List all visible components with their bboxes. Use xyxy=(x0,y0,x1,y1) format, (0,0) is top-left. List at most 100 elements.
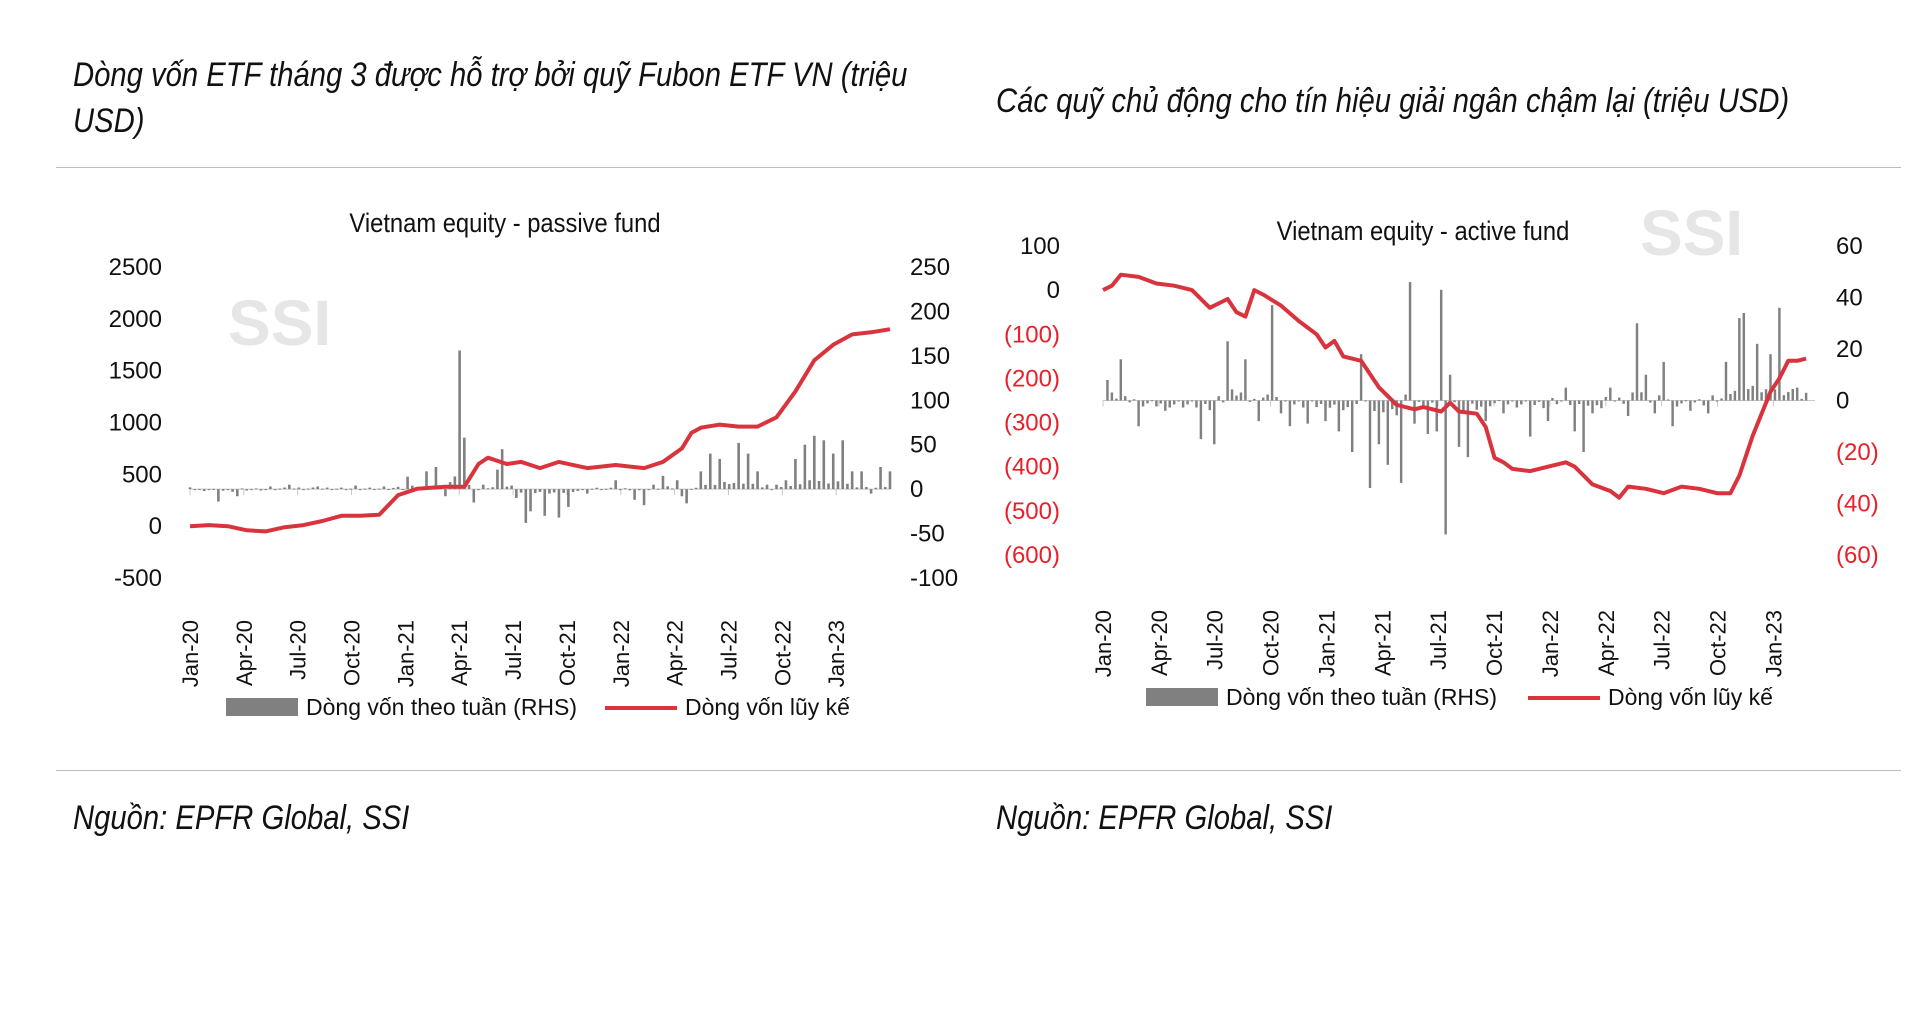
weekly-flow-bar xyxy=(1457,400,1461,447)
weekly-flow-bar xyxy=(1773,389,1777,401)
weekly-flow-bar xyxy=(1689,400,1692,411)
weekly-flow-bar xyxy=(1778,307,1781,401)
y-right-tick-label: (20) xyxy=(1836,439,1879,466)
weekly-flow-bar xyxy=(250,489,253,491)
weekly-flow-bar xyxy=(340,487,343,490)
top-divider xyxy=(56,167,1901,168)
weekly-flow-bar xyxy=(846,483,849,490)
weekly-flow-bar xyxy=(1706,400,1710,414)
weekly-flow-bar xyxy=(226,489,230,491)
y-left-tick-label: 1500 xyxy=(109,358,162,385)
weekly-flow-bar xyxy=(434,466,438,490)
chart-title: Vietnam equity - active fund xyxy=(1277,217,1570,247)
weekly-flow-bar xyxy=(231,489,234,492)
y-right-tick-label: 250 xyxy=(910,254,950,281)
weekly-flow-bar xyxy=(1613,400,1616,402)
weekly-flow-bar xyxy=(1146,400,1149,404)
weekly-flow-bar xyxy=(1217,396,1220,401)
weekly-flow-bar xyxy=(235,489,239,497)
weekly-flow-bar xyxy=(1635,323,1639,401)
weekly-flow-bar xyxy=(1226,341,1229,401)
weekly-flow-bar xyxy=(1564,387,1568,401)
weekly-flow-bar xyxy=(358,489,362,491)
weekly-flow-bar xyxy=(756,471,759,490)
weekly-flow-bar xyxy=(1213,400,1216,445)
weekly-flow-bar xyxy=(1760,392,1763,401)
weekly-flow-bar xyxy=(883,487,887,490)
weekly-flow-bar xyxy=(1355,400,1358,405)
weekly-flow-bar xyxy=(860,471,863,490)
weekly-flow-bar xyxy=(742,483,745,490)
weekly-flow-bar xyxy=(1555,400,1559,405)
weekly-flow-bar xyxy=(188,487,192,490)
weekly-flow-bar xyxy=(647,489,651,491)
weekly-flow-bar xyxy=(1159,400,1163,404)
x-tick-label: Jan-21 xyxy=(1314,610,1339,677)
weekly-flow-bar xyxy=(1155,400,1158,407)
weekly-flow-bar xyxy=(354,485,357,490)
weekly-flow-bar xyxy=(1164,400,1167,411)
weekly-flow-bar xyxy=(1769,354,1772,401)
weekly-flow-bar xyxy=(694,487,698,490)
weekly-flow-bar xyxy=(425,471,428,490)
weekly-flow-bar xyxy=(1124,396,1127,401)
weekly-flow-bar xyxy=(1195,400,1198,408)
weekly-flow-bar xyxy=(406,476,409,490)
x-tick-label: Jul-20 xyxy=(286,620,311,680)
y-right-tick-label: (60) xyxy=(1836,542,1879,569)
weekly-flow-bar xyxy=(316,486,320,490)
weekly-flow-bar xyxy=(841,440,845,490)
x-tick-label: Apr-22 xyxy=(1594,610,1619,676)
weekly-flow-bar xyxy=(552,489,556,493)
x-tick-label: Apr-22 xyxy=(663,620,688,686)
weekly-flow-bar xyxy=(1448,374,1452,401)
legend-bar-swatch xyxy=(226,698,298,716)
weekly-flow-bar xyxy=(1493,400,1496,404)
weekly-flow-bar xyxy=(775,484,778,490)
weekly-flow-bar xyxy=(1528,400,1532,437)
weekly-flow-bar xyxy=(1684,400,1688,402)
weekly-flow-bar xyxy=(661,475,665,490)
x-tick-label: Oct-22 xyxy=(1706,610,1731,676)
weekly-flow-bar xyxy=(1190,400,1194,402)
weekly-flow-bar xyxy=(1466,400,1470,458)
weekly-flow-bar xyxy=(1658,395,1661,401)
weekly-flow-bar xyxy=(623,488,627,490)
x-tick-label: Apr-21 xyxy=(1370,610,1395,676)
weekly-flow-bar xyxy=(723,481,726,490)
weekly-flow-bar xyxy=(292,488,296,490)
x-tick-label: Jan-21 xyxy=(393,620,418,687)
weekly-flow-bar xyxy=(382,486,386,490)
weekly-flow-bar xyxy=(567,489,570,507)
weekly-flow-bar xyxy=(1537,400,1541,402)
weekly-flow-bar xyxy=(671,488,674,490)
weekly-flow-bar xyxy=(1439,289,1443,401)
weekly-flow-bar xyxy=(1435,400,1438,432)
weekly-flow-bar xyxy=(727,484,731,490)
weekly-flow-bar xyxy=(1266,394,1269,401)
weekly-flow-bar xyxy=(822,440,826,490)
weekly-flow-bar xyxy=(1350,400,1354,452)
weekly-flow-bar xyxy=(217,489,220,502)
weekly-flow-bar xyxy=(1368,400,1372,489)
weekly-flow-bar xyxy=(746,453,750,490)
weekly-flow-bar xyxy=(1755,343,1759,401)
weekly-flow-bar xyxy=(254,488,258,490)
weekly-flow-bar xyxy=(652,484,655,490)
weekly-flow-bar xyxy=(571,489,575,492)
weekly-flow-bar xyxy=(1711,395,1714,401)
weekly-flow-bar xyxy=(770,489,774,491)
weekly-flow-bar xyxy=(708,453,712,490)
weekly-flow-bar xyxy=(874,487,878,490)
weekly-flow-bar xyxy=(1235,395,1238,401)
weekly-flow-bar xyxy=(1395,400,1398,416)
weekly-flow-bar xyxy=(1733,390,1737,401)
weekly-flow-bar xyxy=(193,489,197,491)
x-tick-label: Jan-23 xyxy=(824,620,849,687)
weekly-flow-bar xyxy=(373,489,376,491)
weekly-flow-bar xyxy=(666,486,670,490)
right-source: Nguồn: EPFR Global, SSI xyxy=(996,799,1333,837)
weekly-flow-bar xyxy=(1270,305,1274,401)
x-tick-label: Oct-20 xyxy=(1259,610,1284,676)
weekly-flow-bar xyxy=(1426,400,1430,434)
